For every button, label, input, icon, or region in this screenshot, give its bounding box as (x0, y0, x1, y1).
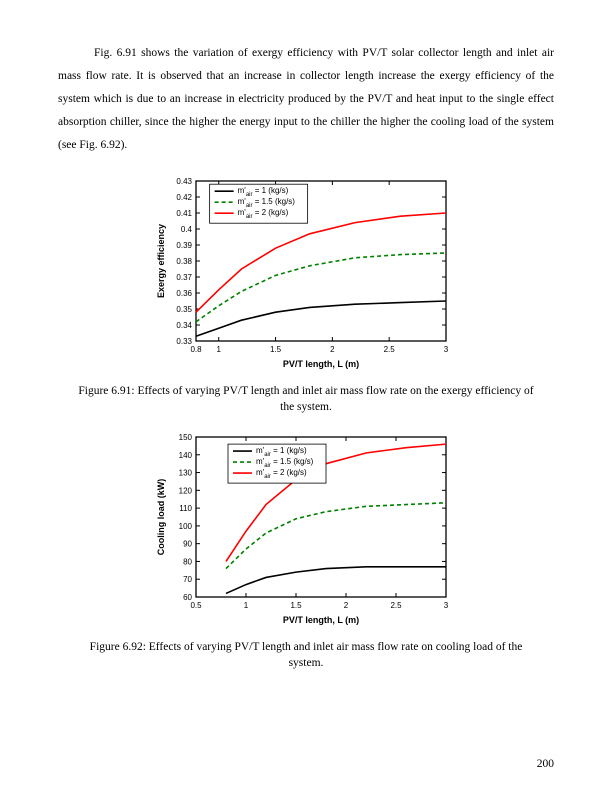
caption-6-92: Figure 6.92: Effects of varying PV/T len… (58, 639, 554, 671)
svg-text:90: 90 (183, 540, 192, 549)
body-paragraph: Fig. 6.91 shows the variation of exergy … (58, 42, 554, 157)
svg-text:120: 120 (179, 487, 193, 496)
svg-text:0.42: 0.42 (176, 193, 192, 202)
svg-text:2: 2 (344, 601, 349, 610)
svg-text:0.38: 0.38 (176, 257, 192, 266)
svg-text:130: 130 (179, 469, 193, 478)
figure-6-92: 0.5 1 1.5 2 2.5 3 60 70 80 90 100 110 120 130 140 150 PV… (58, 423, 554, 671)
svg-text:0.8: 0.8 (190, 345, 202, 354)
svg-text:0.5: 0.5 (190, 601, 202, 610)
svg-text:1: 1 (244, 601, 249, 610)
svg-text:70: 70 (183, 575, 192, 584)
svg-text:0.37: 0.37 (176, 273, 192, 282)
svg-text:1.5: 1.5 (290, 601, 302, 610)
svg-text:3: 3 (444, 345, 449, 354)
caption-6-91: Figure 6.91: Effects of varying PV/T len… (58, 383, 554, 415)
svg-text:Exergy efficiency: Exergy efficiency (156, 224, 166, 298)
svg-text:0.39: 0.39 (176, 241, 192, 250)
svg-text:PV/T length, L (m): PV/T length, L (m) (283, 359, 359, 369)
svg-text:1.5: 1.5 (270, 345, 282, 354)
svg-text:60: 60 (183, 593, 192, 602)
svg-text:0.43: 0.43 (176, 177, 192, 186)
chart-6-91: 0.8 1 1.5 2 2.5 3 0.33 0.34 0.35 0.36 0.37 0.38 0.39… (58, 167, 554, 377)
svg-text:2: 2 (330, 345, 335, 354)
svg-text:3: 3 (444, 601, 449, 610)
svg-text:0.33: 0.33 (176, 337, 192, 346)
svg-text:0.36: 0.36 (176, 289, 192, 298)
svg-text:0.34: 0.34 (176, 321, 192, 330)
svg-text:PV/T length, L (m): PV/T length, L (m) (283, 615, 359, 625)
svg-text:80: 80 (183, 558, 192, 567)
svg-text:2.5: 2.5 (384, 345, 396, 354)
chart-svg: 0.5 1 1.5 2 2.5 3 60 70 80 90 100 110 120 130 140 150 PV… (146, 423, 466, 633)
svg-text:1: 1 (217, 345, 222, 354)
svg-text:100: 100 (179, 522, 193, 531)
chart-6-92: 0.5 1 1.5 2 2.5 3 60 70 80 90 100 110 120 130 140 150 PV… (58, 423, 554, 633)
svg-text:0.35: 0.35 (176, 305, 192, 314)
svg-text:140: 140 (179, 451, 193, 460)
paragraph-text: Fig. 6.91 shows the variation of exergy … (58, 47, 554, 151)
chart-svg: 0.8 1 1.5 2 2.5 3 0.33 0.34 0.35 0.36 0.37 0.38 0.39… (146, 167, 466, 377)
figure-6-91: 0.8 1 1.5 2 2.5 3 0.33 0.34 0.35 0.36 0.37 0.38 0.39… (58, 167, 554, 415)
page-number: 200 (537, 758, 554, 770)
svg-text:110: 110 (179, 504, 192, 513)
svg-text:0.4: 0.4 (181, 225, 193, 234)
svg-text:150: 150 (179, 433, 193, 442)
svg-text:0.41: 0.41 (176, 209, 192, 218)
svg-text:2.5: 2.5 (390, 601, 402, 610)
svg-text:Cooling load (kW): Cooling load (kW) (156, 479, 166, 556)
